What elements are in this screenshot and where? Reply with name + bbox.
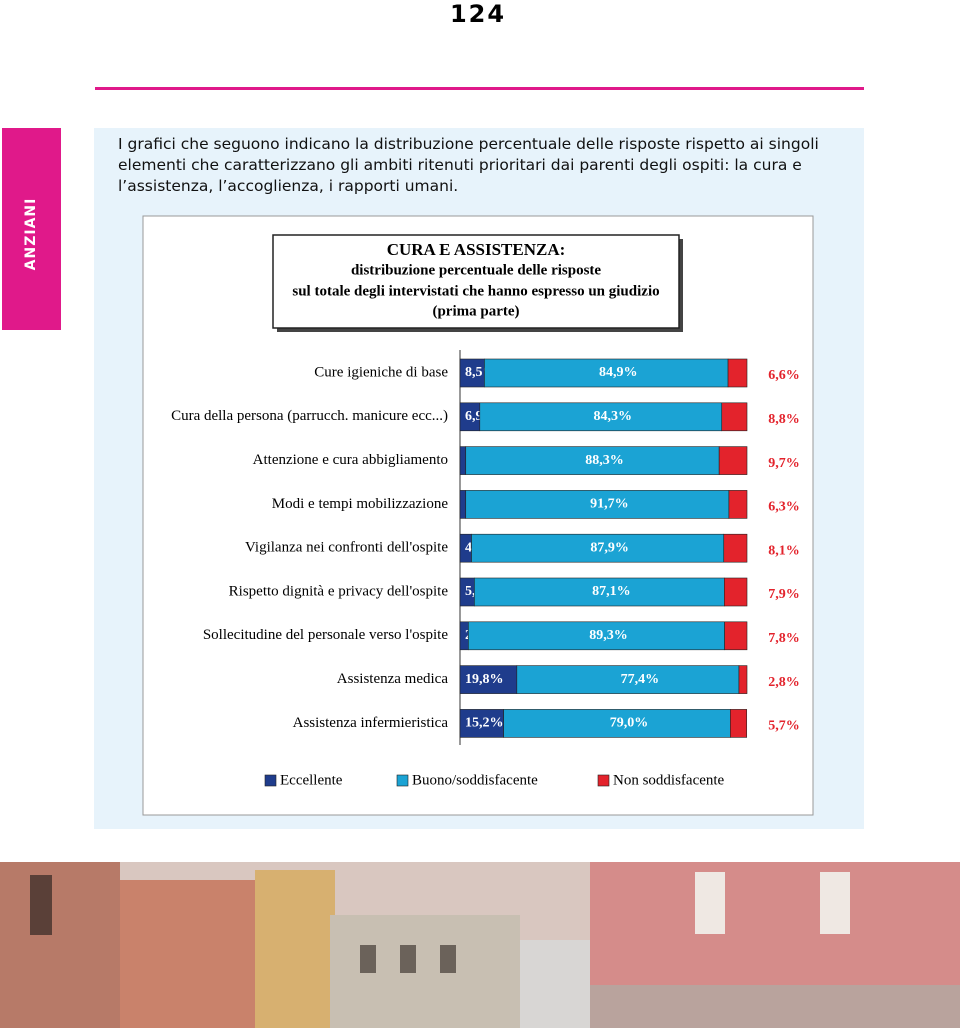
value-label: 91,7%	[590, 497, 629, 512]
bar-segment	[728, 490, 748, 519]
intro-text: I grafici che seguono indicano la distri…	[118, 135, 819, 195]
legend-swatch	[396, 774, 409, 787]
bar-segment	[465, 490, 730, 519]
category-label: Cura della persona (parrucch. manicure e…	[171, 408, 448, 424]
header-rule	[95, 87, 864, 90]
bar-segment	[459, 709, 504, 738]
value-label: 7,8%	[768, 631, 800, 646]
value-label: 87,9%	[590, 540, 629, 555]
category-label: Assistenza infermieristica	[293, 715, 449, 731]
value-label: 79,0%	[610, 716, 649, 731]
bar-segment	[479, 402, 723, 432]
value-label: 88,3%	[585, 453, 624, 468]
category-label: Vigilanza nei confronti dell'ospite	[245, 540, 448, 556]
legend-swatch	[597, 774, 610, 787]
value-label: 84,9%	[599, 365, 638, 380]
value-label: 87,1%	[592, 584, 631, 599]
bar-segment	[468, 621, 725, 651]
value-label: 2,8%	[768, 675, 800, 690]
bar-segment	[738, 665, 748, 694]
bar-segment	[721, 402, 748, 432]
category-label: Cure igieniche di base	[314, 364, 448, 380]
bar-segment	[730, 709, 748, 738]
bar-segment	[516, 665, 740, 694]
legend-label: Buono/soddisfacente	[412, 772, 538, 788]
side-tab: ANZIANI	[2, 128, 61, 330]
chart-subtitle: sul totale degli intervistati che hanno …	[292, 283, 659, 299]
chart-subtitle: (prima parte)	[432, 303, 519, 319]
legend-swatch	[264, 774, 277, 787]
bar-segment	[718, 446, 748, 475]
category-label: Rispetto dignità e privacy dell'ospite	[229, 583, 449, 599]
bar-segment	[503, 709, 731, 738]
category-label: Sollecitudine del personale verso l'ospi…	[203, 627, 448, 643]
bar-segment	[724, 621, 748, 651]
bar-segment	[484, 358, 729, 388]
chart-title: CURA E ASSISTENZA:	[387, 240, 566, 259]
value-label: 89,3%	[589, 628, 628, 643]
photo	[0, 862, 960, 1028]
value-label: 77,4%	[621, 672, 660, 687]
value-label: 5,7%	[768, 719, 800, 734]
page-number: 124	[449, 0, 507, 28]
value-label: 19,8%	[465, 672, 504, 687]
value-label: 15,2%	[465, 716, 504, 731]
category-label: Modi e tempi mobilizzazione	[272, 496, 449, 512]
title-box	[272, 234, 680, 329]
value-label: 84,3%	[594, 409, 633, 424]
value-label: 8,8%	[768, 412, 800, 427]
value-label: 9,7%	[768, 456, 800, 471]
chart-subtitle: distribuzione percentuale delle risposte	[351, 262, 601, 278]
legend-label: Eccellente	[280, 772, 343, 788]
category-label: Assistenza medica	[337, 671, 449, 687]
bar-segment	[723, 533, 748, 563]
bar-segment	[727, 358, 748, 388]
value-label: 6,3%	[768, 500, 800, 515]
value-label: 7,9%	[768, 587, 800, 602]
value-label: 6,6%	[768, 368, 800, 383]
bar-segment	[465, 446, 720, 475]
value-label: 8,1%	[768, 543, 800, 558]
bar-segment	[724, 577, 748, 607]
legend-label: Non soddisfacente	[613, 772, 725, 788]
category-label: Attenzione e cura abbigliamento	[253, 452, 448, 468]
